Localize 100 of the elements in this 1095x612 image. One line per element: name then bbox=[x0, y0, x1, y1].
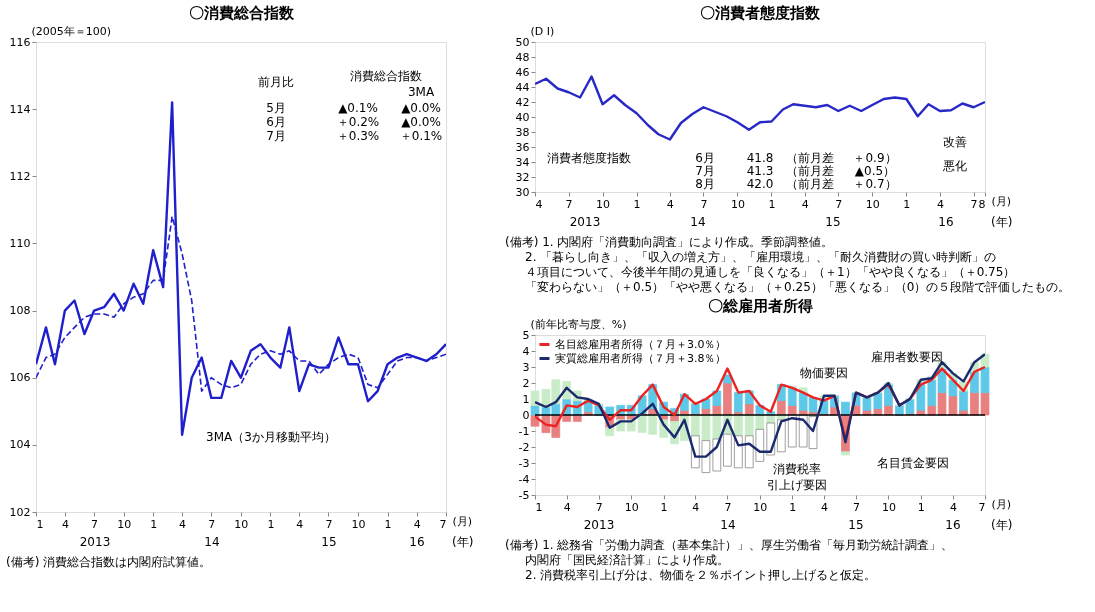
annotation: 8月 bbox=[695, 177, 715, 191]
x-tick-label: 7 bbox=[91, 517, 99, 531]
annotation: 消費税率 bbox=[773, 462, 821, 476]
x-tick-label: 7 bbox=[208, 517, 216, 531]
x-tick-label: 10 bbox=[881, 500, 896, 514]
x-tick-label: 4 bbox=[296, 517, 304, 531]
text: 2. 消費税率引上げ分は、物価を２％ポイント押し上げると仮定。 bbox=[525, 568, 877, 582]
x-tick-label: 1 bbox=[789, 500, 797, 514]
x-tick-label: 7 bbox=[595, 500, 603, 514]
x-tick-label: 7 bbox=[565, 197, 573, 211]
text: 16 bbox=[945, 518, 961, 532]
y-tick-label: 3 bbox=[522, 360, 530, 374]
chart-title: 〇消費者態度指数 bbox=[700, 4, 821, 22]
annotation: 引上げ要因 bbox=[767, 478, 827, 492]
annotation: ▲0.0% bbox=[401, 115, 441, 129]
text: 2. 「暮らし向き」、「収入の増え方」、「雇用環境」、「耐久消費財の買い時判断」の bbox=[525, 250, 997, 264]
x-tick-label: 4 bbox=[61, 517, 69, 531]
y-tick-label: 110 bbox=[9, 236, 31, 250]
y-tick-label: 4 bbox=[522, 344, 530, 358]
y-tick-label: 5 bbox=[522, 328, 530, 342]
x-axis-title: (月) bbox=[991, 497, 1012, 511]
text: 14 bbox=[204, 535, 220, 549]
annotation: ▲0.0% bbox=[401, 101, 441, 115]
annotation: 6月 bbox=[266, 115, 286, 129]
x-tick-label: 1 bbox=[535, 500, 543, 514]
y-tick-label: 34 bbox=[515, 155, 530, 169]
annotation: ＋0.2% bbox=[336, 115, 380, 129]
annotation: ▲0.1% bbox=[338, 101, 378, 115]
text: 15 bbox=[321, 535, 337, 549]
y-tick-label: 30 bbox=[515, 185, 530, 199]
legend-label: 名目総雇用者所得（７月＋3.0％） bbox=[555, 337, 727, 351]
x-tick-label: 1 bbox=[903, 197, 911, 211]
annotation: 3MA bbox=[407, 85, 435, 99]
x-tick-label: 1 bbox=[150, 517, 158, 531]
y-tick-label: -1 bbox=[518, 424, 530, 438]
y-tick-label: -3 bbox=[518, 456, 530, 470]
annotation: 雇用者数要因 bbox=[871, 350, 943, 364]
annotation: 悪化 bbox=[942, 159, 967, 173]
x-tick-label: 7 bbox=[439, 517, 447, 531]
y-tick-label: -5 bbox=[518, 488, 530, 502]
x-tick-label: 1 bbox=[36, 517, 44, 531]
annotation: ＋0.9） bbox=[853, 151, 897, 165]
x-axis-title: (月) bbox=[991, 194, 1012, 208]
y-tick-label: 38 bbox=[515, 125, 530, 139]
y-tick-label: 40 bbox=[515, 110, 530, 124]
annotation: 5月 bbox=[266, 101, 286, 115]
annotation: ＋0.1% bbox=[399, 129, 443, 143]
y-tick-label: 48 bbox=[515, 50, 530, 64]
x-tick-label: 7 bbox=[853, 500, 861, 514]
x-tick-label: 4 bbox=[666, 197, 674, 211]
text: 2013 bbox=[583, 518, 615, 532]
x-tick-label: 7 bbox=[978, 500, 986, 514]
y-tick-label: 0 bbox=[522, 408, 530, 422]
text: 内閣府「国民経済計算」により作成。 bbox=[525, 553, 729, 567]
x-tick-label: 4 bbox=[535, 197, 543, 211]
x-tick-label: 4 bbox=[949, 500, 957, 514]
x-tick-label: 4 bbox=[692, 500, 700, 514]
annotation: 消費総合指数 bbox=[350, 69, 422, 83]
x-tick-label: 4 bbox=[820, 500, 828, 514]
x-tick-label: 4 bbox=[179, 517, 187, 531]
y-tick-label: 102 bbox=[9, 505, 31, 519]
y-tick-label: 104 bbox=[9, 438, 31, 452]
annotation: 41.3 bbox=[746, 164, 774, 178]
x-tick-label: 4 bbox=[563, 500, 571, 514]
x-tick-label: 1 bbox=[267, 517, 275, 531]
x-tick-label: 10 bbox=[753, 500, 768, 514]
x-tick-label: 10 bbox=[351, 517, 366, 531]
annotation: （前月差 bbox=[786, 164, 834, 178]
text: (備考) 1. 内閣府「消費動向調査」により作成。季節調整値。 bbox=[505, 235, 834, 249]
y-tick-label: -4 bbox=[518, 472, 530, 486]
x-tick-label: 8 bbox=[978, 197, 986, 211]
y-axis-title: (D I) bbox=[530, 24, 555, 38]
annotation: 3MA（3か月移動平均） bbox=[206, 430, 336, 444]
y-tick-label: -2 bbox=[518, 440, 530, 454]
annotation: 7月 bbox=[266, 129, 286, 143]
text: 2013 bbox=[569, 215, 601, 229]
x-tick-label: 7 bbox=[325, 517, 333, 531]
annotation: 物価要因 bbox=[800, 366, 848, 380]
x-tick-label: 7 bbox=[970, 197, 978, 211]
y-tick-label: 32 bbox=[515, 170, 530, 184]
x-tick-label: 10 bbox=[624, 500, 639, 514]
annotation: 前月比 bbox=[258, 75, 294, 89]
y-tick-label: 44 bbox=[515, 80, 530, 94]
y-tick-label: 1 bbox=[522, 392, 530, 406]
annotation: 6月 bbox=[695, 151, 715, 165]
text: 2013 bbox=[79, 535, 111, 549]
annotation: ＋0.7） bbox=[853, 177, 897, 191]
x-tick-label: 1 bbox=[917, 500, 925, 514]
chart-title: 〇消費総合指数 bbox=[188, 4, 295, 22]
text: 14 bbox=[720, 518, 736, 532]
y-tick-label: 36 bbox=[515, 140, 530, 154]
x-tick-label: 4 bbox=[936, 197, 944, 211]
y-tick-label: 50 bbox=[515, 35, 530, 49]
x-tick-label: 4 bbox=[413, 517, 421, 531]
y-tick-label: 2 bbox=[522, 376, 530, 390]
x-tick-label: 1 bbox=[633, 197, 641, 211]
x-tick-label: 7 bbox=[700, 197, 708, 211]
text: (備考) 1. 総務省「労働力調査（基本集計）」、厚生労働省「毎月勤労統計調査」、 bbox=[505, 538, 954, 552]
x-tick-label: 1 bbox=[768, 197, 776, 211]
y-axis-title: (2005年＝100) bbox=[31, 24, 112, 38]
